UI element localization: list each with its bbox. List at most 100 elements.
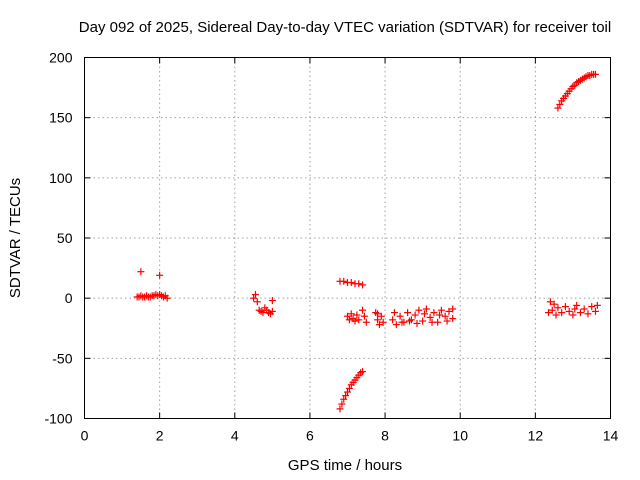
data-point bbox=[347, 310, 355, 318]
data-point bbox=[405, 317, 413, 325]
data-point bbox=[377, 312, 385, 320]
x-tick-label: 0 bbox=[81, 428, 89, 444]
data-point bbox=[347, 279, 355, 287]
data-point bbox=[344, 388, 351, 396]
data-point bbox=[374, 316, 382, 324]
x-axis-label: GPS time / hours bbox=[288, 457, 402, 474]
data-point bbox=[546, 298, 554, 306]
x-tick-label: 8 bbox=[381, 428, 389, 444]
data-point bbox=[426, 313, 434, 321]
data-point bbox=[437, 306, 445, 314]
data-point bbox=[359, 306, 367, 314]
data-point bbox=[360, 312, 368, 320]
data-point bbox=[415, 306, 423, 314]
data-point bbox=[355, 316, 363, 324]
data-point bbox=[345, 316, 353, 324]
data-point bbox=[396, 312, 404, 320]
data-point bbox=[250, 294, 258, 302]
data-point bbox=[449, 315, 457, 323]
chart-title: Day 092 of 2025, Sidereal Day-to-day VTE… bbox=[79, 19, 611, 36]
data-point bbox=[428, 318, 436, 326]
data-point bbox=[565, 307, 573, 315]
data-point bbox=[344, 312, 351, 320]
data-point bbox=[353, 311, 361, 319]
data-point bbox=[342, 392, 350, 400]
data-point bbox=[362, 318, 370, 326]
data-point bbox=[268, 297, 276, 305]
y-tick-label: -50 bbox=[52, 350, 72, 366]
data-point bbox=[552, 311, 560, 319]
data-point bbox=[338, 400, 346, 408]
data-point bbox=[359, 368, 367, 376]
data-point bbox=[375, 321, 383, 329]
y-tick-label: 50 bbox=[57, 230, 73, 246]
x-tick-label: 6 bbox=[306, 428, 314, 444]
data-point bbox=[584, 310, 592, 318]
data-point bbox=[430, 309, 438, 317]
data-point bbox=[548, 306, 556, 314]
data-point bbox=[351, 317, 359, 325]
data-point bbox=[379, 318, 387, 326]
x-tick-label: 2 bbox=[156, 428, 164, 444]
data-point bbox=[554, 304, 562, 312]
data-point bbox=[545, 309, 553, 317]
data-point bbox=[253, 298, 261, 306]
ticks-layer: 0 2 4 6 8 10 12 14 -100 -50 0 50 100 150 200 bbox=[44, 50, 618, 444]
data-point bbox=[345, 384, 353, 392]
data-point bbox=[445, 307, 453, 315]
data-point bbox=[436, 311, 444, 319]
data-point bbox=[421, 310, 429, 318]
data-point bbox=[398, 318, 406, 326]
data-point bbox=[441, 312, 449, 320]
data-point bbox=[359, 281, 367, 289]
y-axis-label: SDTVAR / TECUs bbox=[7, 178, 24, 298]
data-point bbox=[156, 271, 164, 279]
x-tick-label: 12 bbox=[528, 428, 544, 444]
data-point bbox=[411, 311, 419, 319]
data-point bbox=[558, 309, 566, 317]
points-layer bbox=[133, 70, 601, 413]
data-point bbox=[569, 311, 577, 319]
y-tick-label: 150 bbox=[49, 110, 73, 126]
data-point bbox=[571, 305, 579, 313]
data-point bbox=[576, 309, 584, 317]
data-point bbox=[593, 301, 601, 309]
x-tick-label: 10 bbox=[452, 428, 468, 444]
data-point bbox=[340, 395, 348, 403]
data-point bbox=[591, 70, 599, 78]
x-tick-label: 4 bbox=[231, 428, 239, 444]
data-point bbox=[419, 317, 427, 325]
data-point bbox=[413, 319, 421, 327]
data-point bbox=[554, 104, 562, 112]
data-point bbox=[422, 305, 430, 313]
data-point bbox=[340, 277, 348, 285]
data-point bbox=[573, 301, 581, 309]
data-point bbox=[374, 310, 382, 318]
data-point bbox=[561, 303, 569, 311]
data-point bbox=[389, 316, 397, 324]
y-tick-label: 0 bbox=[65, 290, 73, 306]
data-point bbox=[443, 317, 451, 325]
data-point bbox=[580, 305, 588, 313]
plot-frame bbox=[84, 57, 611, 419]
x-tick-label: 14 bbox=[603, 428, 619, 444]
data-point bbox=[137, 268, 145, 276]
data-point bbox=[591, 307, 599, 315]
y-tick-label: 100 bbox=[49, 170, 73, 186]
data-point bbox=[449, 305, 457, 313]
grid-layer bbox=[84, 57, 611, 419]
data-point bbox=[163, 294, 171, 302]
data-point bbox=[251, 291, 259, 299]
data-point bbox=[336, 405, 344, 413]
data-point bbox=[268, 307, 276, 315]
data-point bbox=[355, 280, 363, 288]
data-point bbox=[390, 309, 398, 317]
data-point bbox=[550, 300, 558, 308]
data-point bbox=[404, 309, 412, 317]
y-tick-label: 200 bbox=[49, 50, 73, 66]
data-point bbox=[392, 321, 400, 329]
data-point bbox=[556, 100, 564, 108]
data-point bbox=[588, 303, 596, 311]
y-tick-label: -100 bbox=[44, 411, 72, 427]
